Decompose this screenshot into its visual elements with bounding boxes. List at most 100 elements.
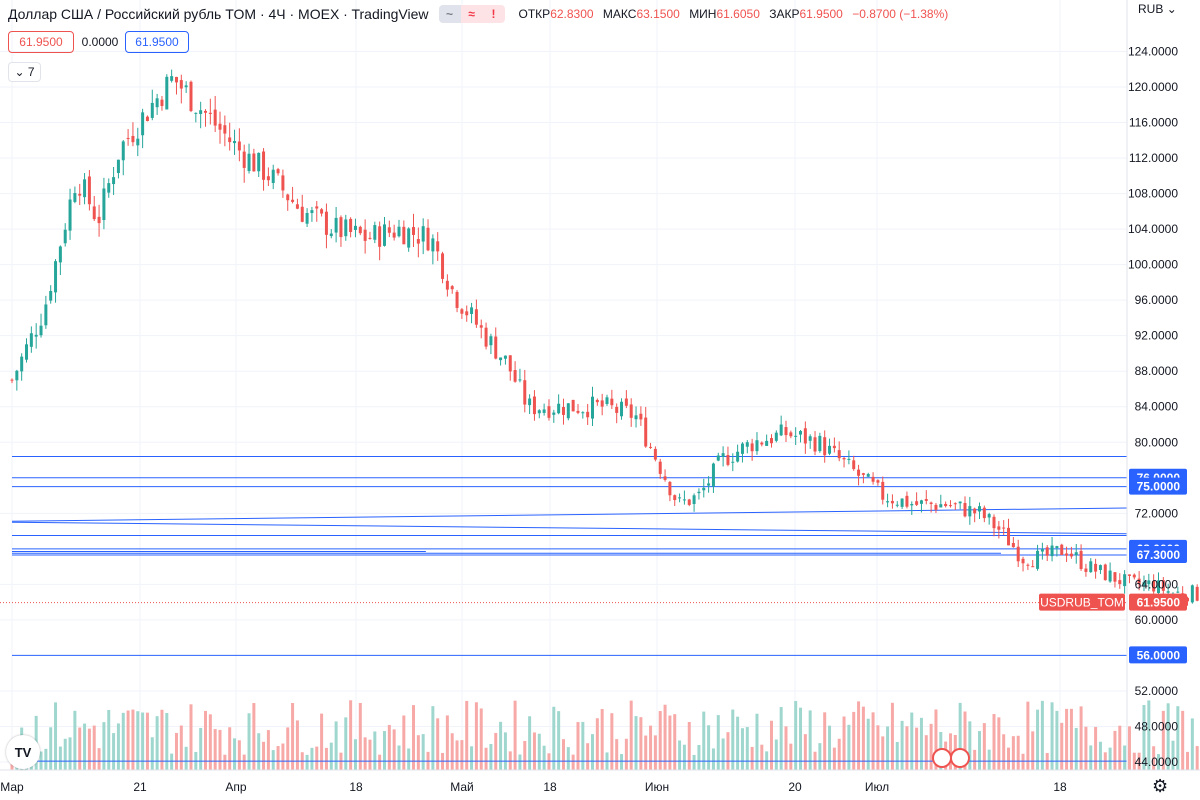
- candle-body: [774, 432, 778, 441]
- delay-pill[interactable]: ~: [438, 5, 461, 23]
- candle-body: [170, 76, 174, 81]
- price-tick-label: 80.0000: [1135, 435, 1179, 449]
- volume-bar: [726, 732, 730, 770]
- candle-body: [910, 504, 914, 506]
- volume-bar: [1050, 702, 1054, 770]
- candle-body: [866, 474, 870, 477]
- volume-bar: [465, 700, 469, 770]
- time-tick-label: Май: [450, 780, 474, 794]
- volume-bar: [566, 747, 570, 770]
- symbol-title[interactable]: Доллар США / Российский рубль TOM · 4Ч ·…: [8, 6, 429, 22]
- volume-bar: [948, 733, 952, 770]
- volume-bar: [450, 733, 454, 770]
- market-pill[interactable]: ≈: [460, 5, 483, 23]
- candle-body: [760, 442, 764, 445]
- event-flag-icon[interactable]: [932, 748, 952, 768]
- level-label: 67.3000: [1137, 548, 1181, 562]
- volume-bar: [992, 714, 996, 770]
- currency-select[interactable]: RUB ⌄: [1138, 2, 1177, 16]
- time-tick-label: 20: [788, 780, 802, 794]
- price-tick-label: 116.0000: [1129, 116, 1178, 130]
- volume-bar: [436, 718, 440, 770]
- volume-bar: [150, 737, 154, 770]
- candle-body: [484, 327, 488, 347]
- last-price-bg: [1129, 593, 1187, 611]
- volume-bar: [692, 754, 696, 770]
- volume-bar: [973, 749, 977, 770]
- volume-bar: [1195, 746, 1199, 770]
- candle-body: [745, 442, 749, 447]
- candle-body: [266, 176, 270, 181]
- buy-button[interactable]: 61.9500: [125, 31, 189, 53]
- candle-body: [939, 504, 943, 508]
- status-pills: ~ ≈ !: [438, 5, 505, 23]
- level-label-bg: [1129, 546, 1187, 564]
- sell-button[interactable]: 61.9500: [8, 31, 74, 53]
- candle-body: [750, 443, 754, 452]
- volume-bar: [286, 727, 290, 770]
- volume-bar: [1161, 710, 1165, 770]
- indicators-toggle[interactable]: ⌄ 7: [8, 62, 41, 82]
- volume-bar: [910, 712, 914, 770]
- volume-bar: [1181, 710, 1185, 770]
- candle-body: [837, 450, 841, 459]
- candle-body: [571, 399, 575, 412]
- volume-bar: [1098, 741, 1102, 770]
- candle-body: [528, 398, 532, 406]
- volume-bar: [876, 725, 880, 770]
- volume-bar: [678, 740, 682, 770]
- volume-bar: [740, 728, 744, 770]
- tradingview-logo-icon[interactable]: TV: [6, 735, 40, 769]
- event-flag-icon[interactable]: [950, 748, 970, 768]
- volume-bar: [165, 712, 169, 770]
- candle-body: [1152, 581, 1156, 592]
- volume-bar: [1094, 726, 1098, 770]
- volume-bar: [673, 714, 677, 770]
- volume-bar: [271, 750, 275, 770]
- volume-bar: [1176, 706, 1180, 770]
- time-tick-label: 18: [349, 780, 363, 794]
- volume-bar: [324, 747, 328, 770]
- volume-bar: [1137, 752, 1141, 770]
- candle-body: [474, 309, 478, 325]
- candle-body: [992, 516, 996, 529]
- candle-body: [276, 169, 280, 174]
- volume-bar: [320, 713, 324, 770]
- volume-bar: [204, 710, 207, 770]
- grid: [0, 0, 1127, 770]
- warning-pill[interactable]: !: [482, 5, 505, 23]
- candle-body: [291, 199, 295, 202]
- candle-body: [1045, 547, 1049, 556]
- volume-bar: [223, 754, 227, 770]
- volume-bar: [358, 702, 362, 770]
- candle-body: [242, 151, 246, 168]
- time-tick-label: Июн: [645, 780, 669, 794]
- candle-body: [963, 502, 967, 517]
- candle-body: [823, 437, 827, 456]
- time-tick-label: Июл: [865, 780, 889, 794]
- candle-body: [1127, 574, 1131, 576]
- gear-icon[interactable]: ⚙: [1152, 776, 1169, 796]
- candle-body: [1166, 591, 1170, 593]
- time-tick-label: 21: [133, 780, 147, 794]
- candle-body: [83, 179, 87, 198]
- volume-bar: [803, 734, 807, 770]
- candle-body: [871, 476, 875, 482]
- candle-body: [49, 291, 53, 301]
- candle-body: [1074, 552, 1078, 556]
- candle-body: [324, 211, 328, 235]
- candle-body: [213, 109, 217, 126]
- candle-body: [852, 460, 856, 470]
- volume-bar: [174, 732, 178, 770]
- volume-bar: [1190, 718, 1194, 770]
- candle-body: [547, 406, 551, 418]
- candle-body: [779, 424, 783, 436]
- candle-body: [494, 336, 498, 359]
- volume-bar: [852, 711, 856, 770]
- candle-body: [320, 209, 324, 214]
- candle-body: [1186, 597, 1190, 602]
- volume-bar: [237, 740, 241, 770]
- candle-body: [532, 396, 536, 415]
- candle-body: [1060, 544, 1064, 555]
